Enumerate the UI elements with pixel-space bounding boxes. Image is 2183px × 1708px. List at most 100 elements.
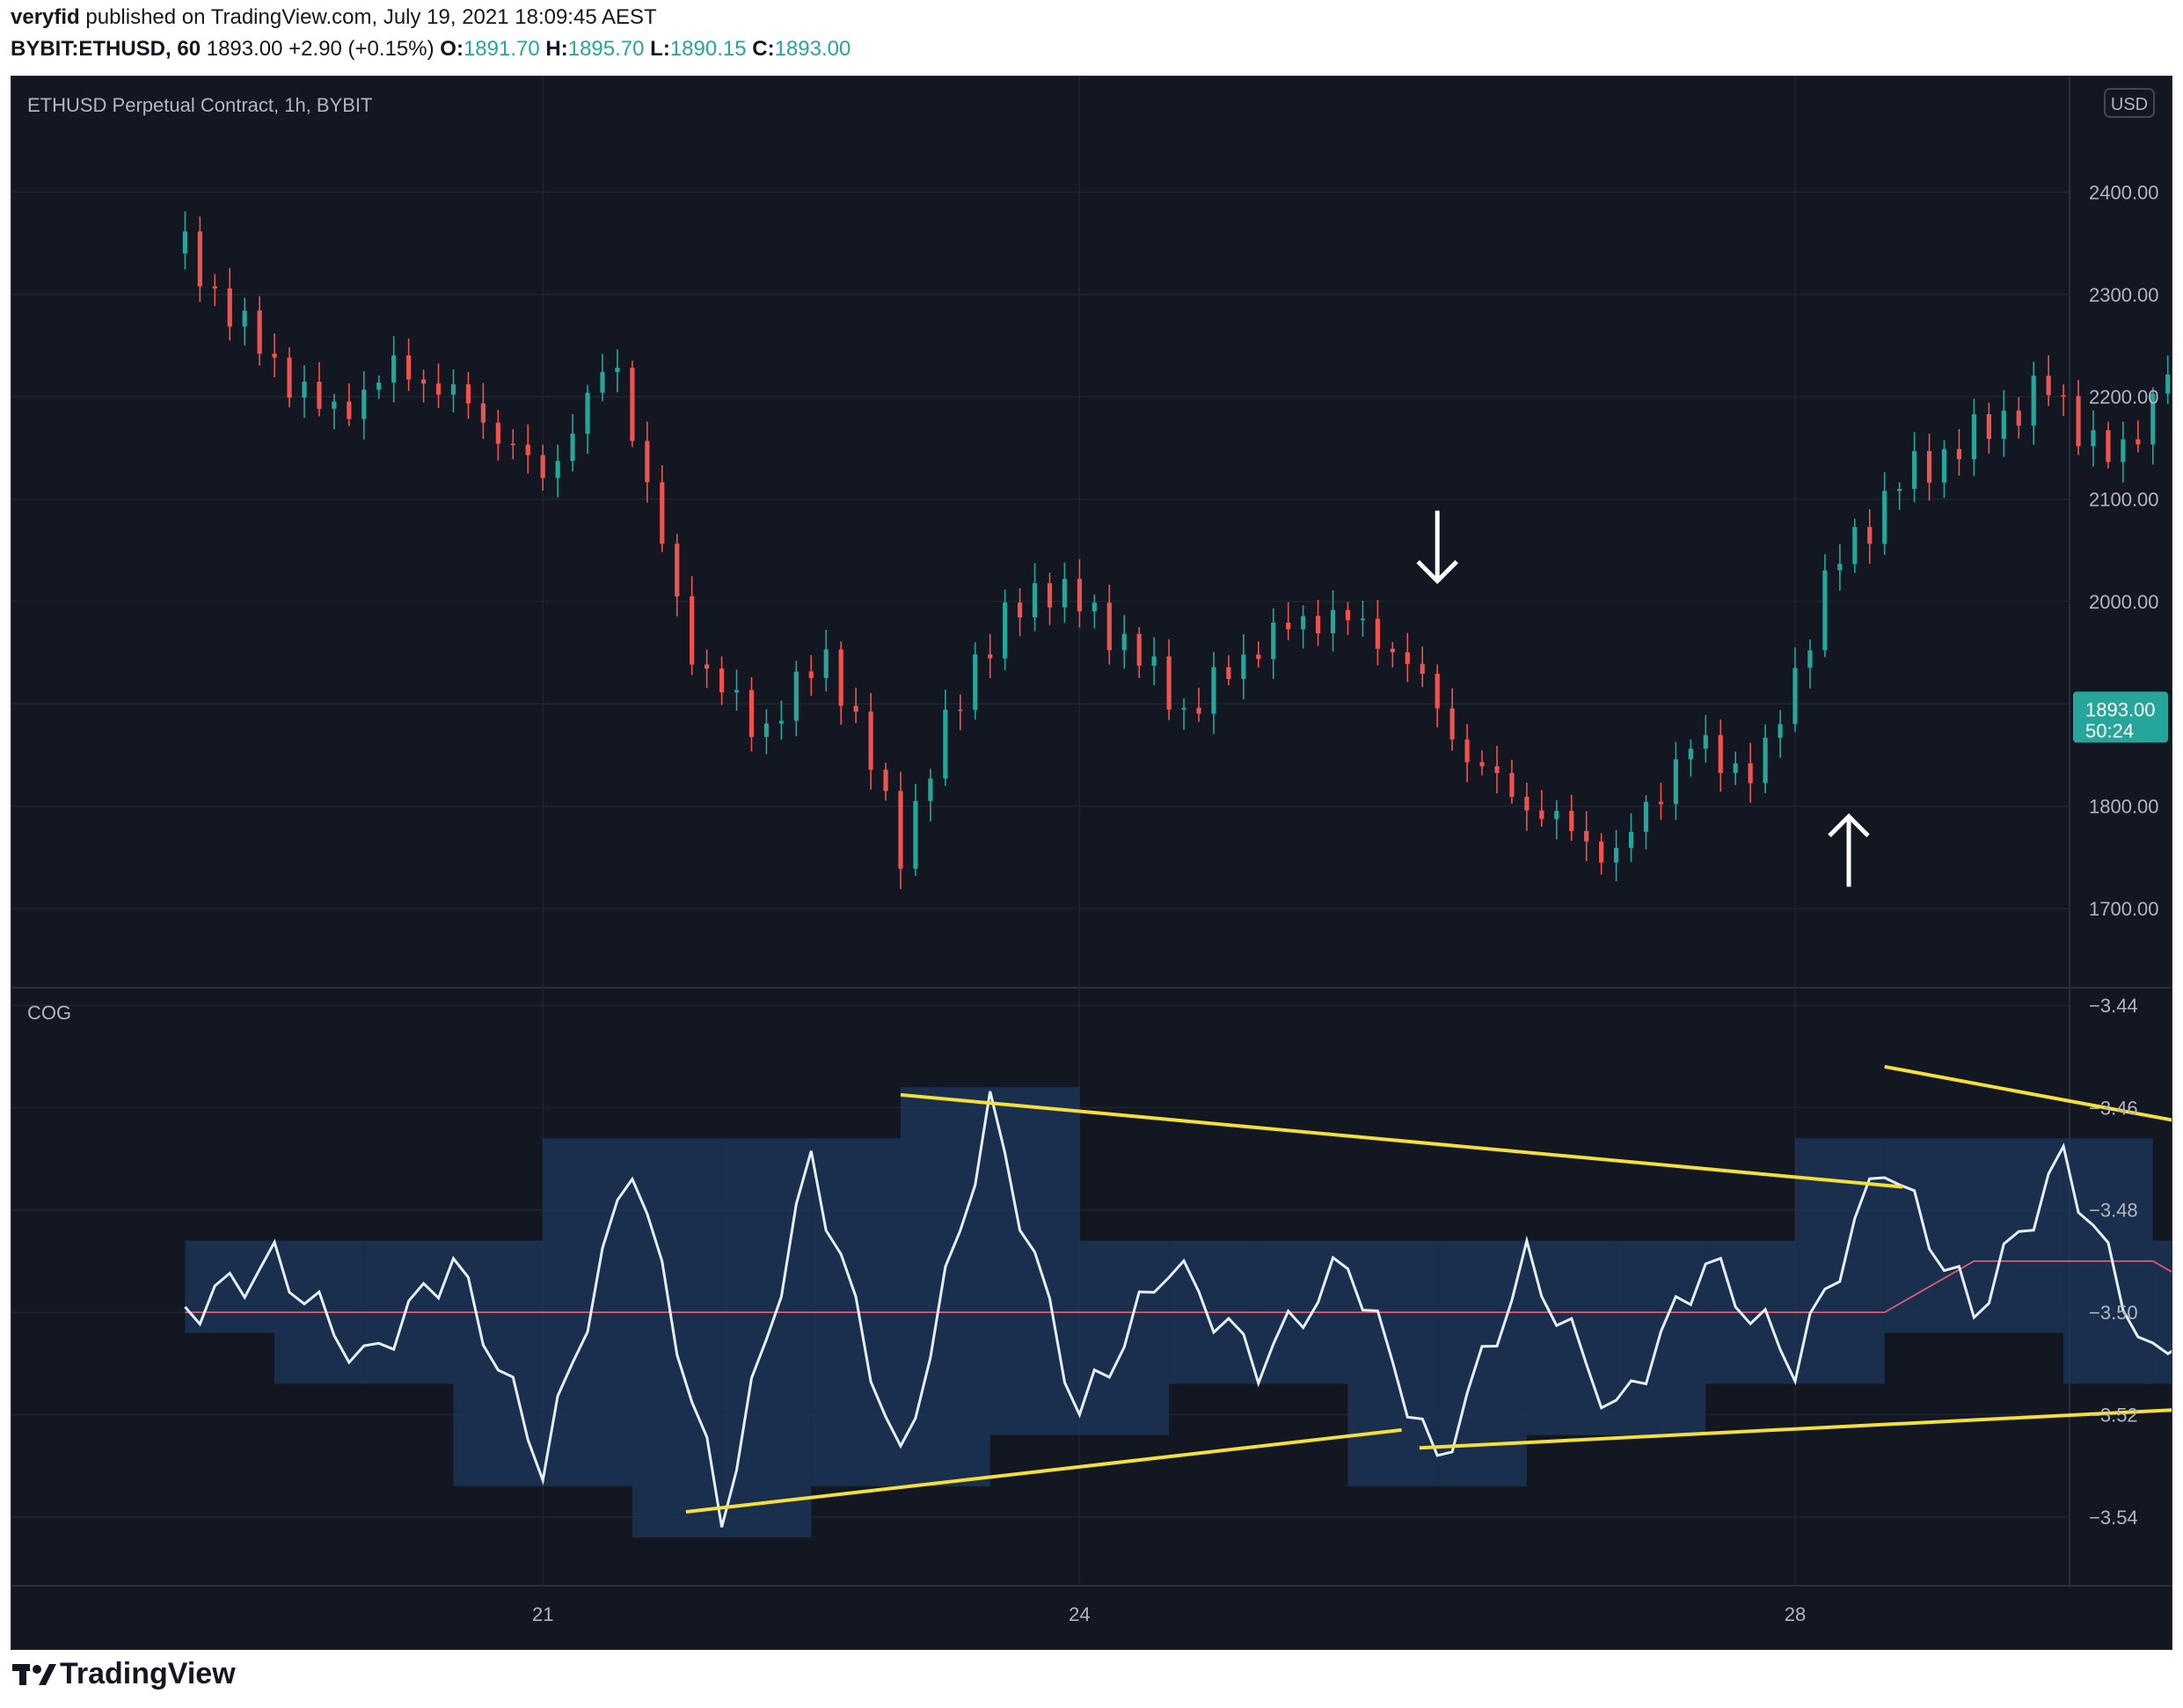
- candle-body: [1718, 734, 1723, 773]
- annotation-arrows: [1416, 510, 1870, 887]
- candle-body: [823, 649, 829, 678]
- candle-body: [585, 392, 590, 434]
- trendline: [685, 1427, 1402, 1514]
- tradingview-logo-icon[interactable]: [11, 1659, 60, 1690]
- candle-body: [2121, 439, 2126, 463]
- price-tick-label: 2400.00: [2089, 181, 2159, 203]
- trendlines: [685, 1064, 2183, 1514]
- candle-body: [973, 654, 978, 711]
- candle-body: [645, 441, 650, 483]
- candle-body: [1062, 579, 1068, 608]
- candle-body: [868, 712, 873, 770]
- candle-body: [361, 390, 367, 420]
- cog-band-step: [901, 1087, 990, 1486]
- cog-signal-line: [185, 1260, 2183, 1313]
- candle-body: [555, 461, 560, 478]
- price-tick-label: 2200.00: [2089, 386, 2159, 408]
- cog-tick-label: −3.44: [2089, 995, 2138, 1017]
- candle-body: [1926, 450, 1932, 483]
- symbol-label[interactable]: BYBIT:ETHUSD, 60: [11, 37, 201, 61]
- candle-body: [838, 649, 843, 706]
- chart-labels: ETHUSD Perpetual Contract, 1h, BYBITCOGE…: [27, 88, 2168, 1024]
- candle-body: [570, 434, 575, 462]
- cog-line: [184, 1091, 2183, 1528]
- last-price-tag: [2073, 691, 2168, 743]
- high-value: 1895.70: [567, 37, 645, 61]
- cog-tick-label: −3.52: [2089, 1404, 2138, 1426]
- candle-body: [302, 382, 307, 398]
- candle-body: [1852, 527, 1858, 565]
- candle-body: [615, 368, 620, 372]
- candle-body: [1748, 763, 1753, 784]
- candle-body: [853, 705, 858, 712]
- candle-body: [1673, 759, 1678, 805]
- chart-canvas[interactable]: 2400.002300.002200.002100.002000.001900.…: [11, 77, 2183, 1649]
- candle-body: [197, 231, 202, 287]
- candle-body: [2076, 396, 2081, 447]
- candle-body: [1763, 737, 1768, 784]
- last-price: 1893.00: [206, 37, 283, 61]
- candle-body: [690, 596, 695, 665]
- arrow-up-icon: [1828, 813, 1870, 887]
- candle-body: [1106, 602, 1112, 651]
- candle-body: [540, 455, 545, 478]
- open-value: 1891.70: [463, 37, 540, 61]
- candle-body: [525, 444, 530, 456]
- candle-body: [1226, 667, 1231, 679]
- price-tick-label: 2300.00: [2089, 284, 2159, 306]
- candle-body: [1792, 668, 1798, 725]
- candle-body: [212, 286, 217, 288]
- candle-body: [272, 354, 277, 358]
- price-tick-label: 1700.00: [2089, 898, 2159, 920]
- candle-body: [943, 709, 948, 779]
- candle-body: [406, 355, 412, 380]
- candle-body: [257, 310, 262, 354]
- candle-body: [465, 383, 471, 404]
- candle-body: [2106, 430, 2111, 463]
- tradingview-brand[interactable]: TradingView: [60, 1657, 236, 1690]
- candle-body: [1971, 414, 1976, 460]
- candle-body: [1330, 609, 1336, 633]
- candle-body: [332, 401, 337, 409]
- cog-tick-label: −3.54: [2089, 1507, 2138, 1529]
- candle-body: [1018, 602, 1023, 617]
- candle-body: [1658, 801, 1664, 805]
- candle-body: [1464, 739, 1470, 763]
- arrow-head: [1828, 813, 1870, 838]
- candle-body: [748, 690, 755, 737]
- cog-tick-label: −3.46: [2089, 1097, 2138, 1119]
- candle-body: [1554, 811, 1559, 820]
- publish-text: published on TradingView.com, July 19, 2…: [85, 5, 657, 29]
- candle-body: [1345, 609, 1351, 621]
- candle-body: [660, 482, 665, 544]
- candle-body: [1941, 449, 1947, 483]
- candle-body: [1614, 848, 1619, 863]
- candle-body: [675, 544, 680, 597]
- candle-body: [1449, 708, 1455, 740]
- candle-body: [376, 383, 382, 391]
- indicator-title: COG: [27, 1002, 71, 1024]
- candle-body: [510, 443, 515, 446]
- price-tick-label: 2000.00: [2089, 591, 2159, 613]
- candle-body: [1256, 654, 1261, 660]
- candle-body: [1733, 763, 1738, 773]
- candle-body: [2016, 410, 2021, 426]
- close-value: 1893.00: [774, 37, 851, 61]
- candle-body: [1643, 801, 1649, 832]
- chart-title: ETHUSD Perpetual Contract, 1h, BYBIT: [27, 94, 373, 116]
- arrow-down-icon: [1416, 510, 1458, 585]
- candle-body: [1301, 616, 1306, 630]
- candle-body: [1151, 656, 1157, 666]
- candle-body: [435, 383, 442, 395]
- low-value: 1890.15: [669, 37, 747, 61]
- publish-info: veryfid published on TradingView.com, Ju…: [11, 5, 657, 30]
- candle-body: [287, 357, 292, 398]
- chart-area[interactable]: 2400.002300.002200.002100.002000.001900.…: [11, 76, 2183, 1650]
- cog-band-step: [1526, 1240, 1617, 1435]
- candle-body: [1822, 570, 1828, 651]
- publisher-name[interactable]: veryfid: [11, 5, 80, 29]
- candle-body: [913, 800, 918, 869]
- candle-body: [1032, 583, 1038, 617]
- candle-body: [763, 723, 770, 737]
- candle-body: [1316, 616, 1321, 633]
